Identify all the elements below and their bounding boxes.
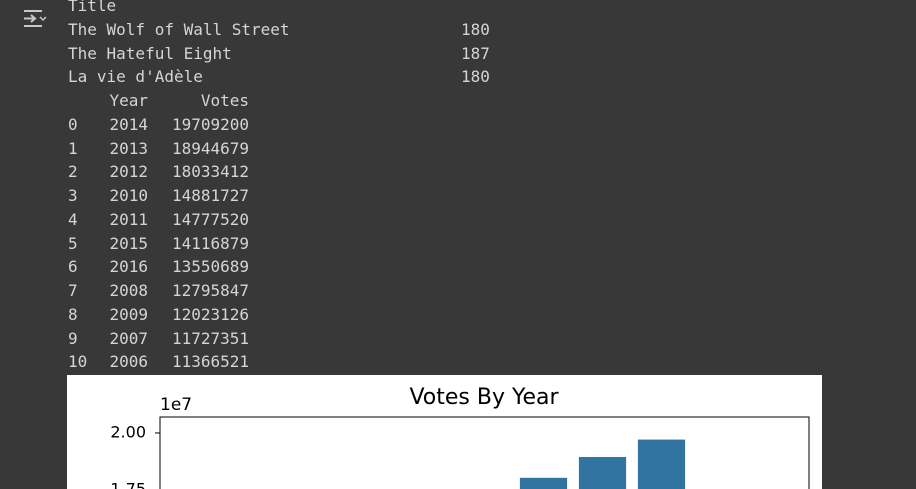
output-toggle-icon[interactable] xyxy=(22,8,48,30)
cell-text: 19709200 xyxy=(171,114,249,134)
cell-text: 14777520 xyxy=(171,209,249,229)
bar xyxy=(637,439,686,489)
cell-text: 14116879 xyxy=(171,233,249,253)
y-tick-label: 2.00 xyxy=(110,422,146,441)
row-index: 6 xyxy=(68,257,78,277)
cell-text: 180 xyxy=(461,19,490,39)
cell-text: 187 xyxy=(461,43,490,63)
cell-text: 11727351 xyxy=(171,328,249,348)
cell-text: 18944679 xyxy=(171,138,249,158)
y-tick-label: 1.75 xyxy=(110,479,146,489)
bar xyxy=(519,477,568,489)
chart: Votes By Year 1e7 1.75 2.00 xyxy=(110,385,810,489)
cell-text: 2014 xyxy=(109,114,148,134)
cell-text: 2012 xyxy=(109,162,148,182)
offset-text: 1e7 xyxy=(160,395,192,415)
cell-text: 12795847 xyxy=(171,281,249,300)
cell-text: La vie d'Adèle xyxy=(68,67,203,87)
cell-text: 2016 xyxy=(109,257,148,277)
cell-text: 2009 xyxy=(109,304,148,324)
bar xyxy=(578,457,627,489)
cell-text: 2013 xyxy=(109,138,148,158)
cell-text: 180 xyxy=(461,67,490,87)
row-index: 7 xyxy=(68,281,78,300)
row-index: 8 xyxy=(68,304,78,324)
cell-text: 14881727 xyxy=(171,186,249,205)
cell-text: 2006 xyxy=(109,352,148,372)
cell-text: 2010 xyxy=(109,186,148,205)
row-index: 4 xyxy=(68,209,78,229)
cell-text: 13550689 xyxy=(171,257,249,277)
cell-text: 2015 xyxy=(109,233,148,253)
row-index: 3 xyxy=(68,186,78,205)
column-header: Year xyxy=(109,91,148,110)
cell-text: 12023126 xyxy=(171,304,249,324)
row-index: 9 xyxy=(68,328,78,348)
cell-text: 11366521 xyxy=(171,352,249,372)
chart-image: Votes By Year 1e7 1.75 2.00 xyxy=(67,375,822,489)
row-index: 0 xyxy=(68,114,78,134)
cell-text: 2008 xyxy=(109,281,148,300)
chart-title: Votes By Year xyxy=(409,385,559,410)
plot-frame xyxy=(159,416,810,489)
row-index: 2 xyxy=(68,162,78,182)
cell-text: The Wolf of Wall Street xyxy=(68,19,290,39)
row-index: 10 xyxy=(68,352,88,372)
cell-text: 2007 xyxy=(109,328,148,348)
row-index: 1 xyxy=(68,138,78,158)
column-header: Votes xyxy=(200,91,249,110)
row-index: 5 xyxy=(68,233,78,253)
column-header: Title xyxy=(68,0,117,15)
cell-text: The Hateful Eight xyxy=(68,43,232,63)
cell-text: 2011 xyxy=(109,209,148,229)
cell-text: 18033412 xyxy=(171,162,249,182)
